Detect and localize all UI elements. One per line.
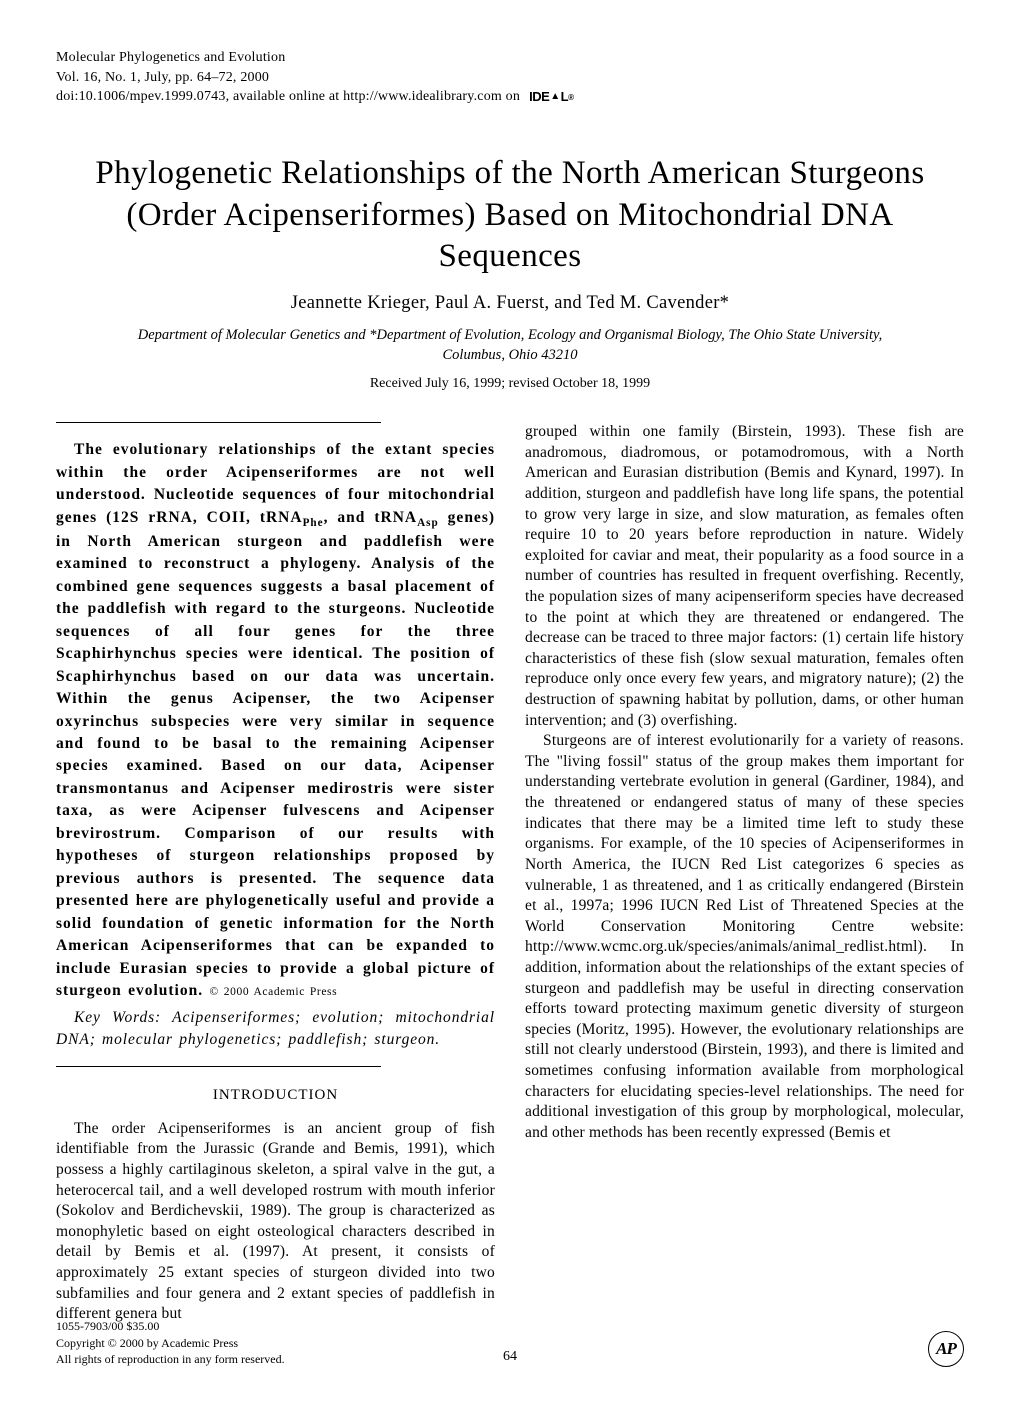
- footer-issn: 1055-7903/00 $35.00: [56, 1318, 285, 1334]
- ideal-logo-text-2: L: [561, 88, 568, 106]
- left-column: The evolutionary relationships of the ex…: [56, 422, 495, 1325]
- abstract-rule-top: [56, 422, 381, 423]
- academic-press-logo-icon: AP: [928, 1331, 964, 1367]
- intro-paragraph-right-2: Sturgeons are of interest evolutionarily…: [525, 731, 964, 1143]
- journal-title: Molecular Phylogenetics and Evolution: [56, 48, 964, 68]
- doi-text: doi:10.1006/mpev.1999.0743, available on…: [56, 87, 520, 107]
- abstract-copyright: © 2000 Academic Press: [209, 986, 337, 998]
- footer-rights: All rights of reproduction in any form r…: [56, 1351, 285, 1367]
- footer-copyright: Copyright © 2000 by Academic Press: [56, 1335, 285, 1351]
- abstract-text: The evolutionary relationships of the ex…: [56, 439, 495, 1003]
- doi-line: doi:10.1006/mpev.1999.0743, available on…: [56, 87, 964, 107]
- journal-issue: Vol. 16, No. 1, July, pp. 64–72, 2000: [56, 68, 964, 88]
- abstract-mid: , and tRNA: [324, 509, 418, 526]
- author-list: Jeannette Krieger, Paul A. Fuerst, and T…: [56, 291, 964, 316]
- abstract-sub1: Phe: [303, 517, 324, 529]
- intro-paragraph-right-1: grouped within one family (Birstein, 199…: [525, 422, 964, 731]
- intro-paragraph-left: The order Acipenseriformes is an ancient…: [56, 1119, 495, 1325]
- received-dates: Received July 16, 1999; revised October …: [56, 375, 964, 394]
- ideal-logo-icon: IDE▲L®: [526, 87, 576, 107]
- journal-metadata: Molecular Phylogenetics and Evolution Vo…: [56, 48, 964, 107]
- footer-left: 1055-7903/00 $35.00 Copyright © 2000 by …: [56, 1318, 285, 1367]
- keywords: Key Words: Acipenseriformes; evolution; …: [56, 1007, 495, 1052]
- affiliation: Department of Molecular Genetics and *De…: [126, 326, 894, 365]
- ideal-arrow-icon: ▲: [550, 90, 559, 104]
- body-columns: The evolutionary relationships of the ex…: [56, 422, 964, 1325]
- ideal-logo-text-1: IDE: [529, 88, 549, 106]
- section-heading-introduction: INTRODUCTION: [56, 1085, 495, 1105]
- article-title: Phylogenetic Relationships of the North …: [76, 153, 944, 277]
- ideal-registered-icon: ®: [568, 92, 573, 103]
- page-number: 64: [503, 1348, 517, 1367]
- right-column: grouped within one family (Birstein, 199…: [525, 422, 964, 1325]
- abstract-post: genes) in North American sturgeon and pa…: [56, 509, 495, 1000]
- abstract-sub2: Asp: [417, 517, 439, 529]
- abstract-pre: The evolutionary relationships of the ex…: [56, 441, 495, 525]
- abstract-rule-bottom: [56, 1066, 381, 1067]
